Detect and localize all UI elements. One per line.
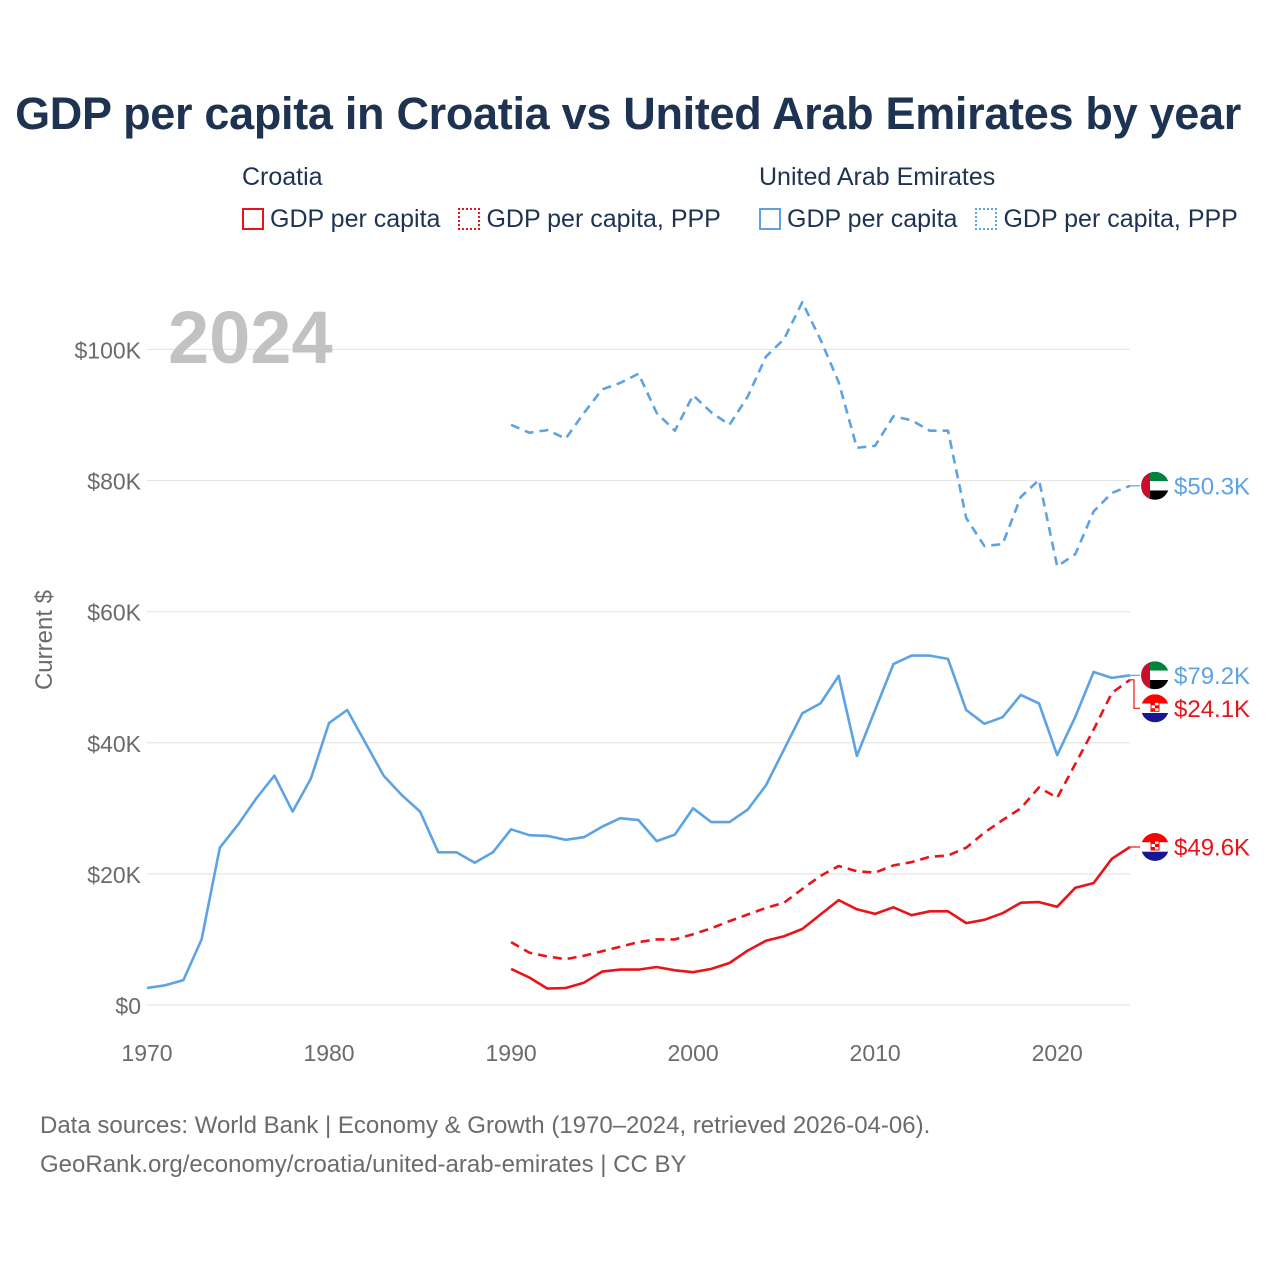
legend-swatch-solid-blue [759,208,781,230]
legend-swatch-dotted-blue [975,208,998,230]
legend-croatia-gdp[interactable]: GDP per capita [242,205,440,234]
series-line-croatia-solid[interactable] [510,845,1131,990]
legend-uae: United Arab Emirates GDP per capita GDP … [759,160,1238,236]
legend-swatch-dotted-red [458,208,481,230]
legend-label: GDP per capita [787,204,958,233]
x-tick-label: 2010 [850,1040,901,1066]
y-tick-label: $0 [115,993,141,1019]
legend-croatia: Croatia GDP per capita GDP per capita, P… [242,160,721,236]
y-axis-label: Current $ [31,590,58,690]
line-chart: $0 $20K $40K $60K $80K $100K 1970 1980 1990 2000 2… [31,296,1250,1066]
legend-label: GDP per capita [270,204,441,233]
x-tick-label: 1980 [303,1040,354,1066]
legend-uae-name: United Arab Emirates [759,163,996,191]
legend-croatia-name: Croatia [242,163,323,191]
legend-croatia-gdp-ppp[interactable]: GDP per capita, PPP [458,204,721,234]
year-watermark: 2024 [168,296,333,379]
y-tick-label: $80K [87,469,141,495]
y-tick-label: $20K [87,862,141,888]
x-tick-label: 2000 [668,1040,719,1066]
croatia-flag-icon [1141,833,1169,861]
legend-uae-gdp[interactable]: GDP per capita [759,205,957,234]
legend-label: GDP per capita, PPP [1003,204,1238,233]
x-tick-label: 1970 [121,1040,172,1066]
series-layer [146,300,1131,990]
footer-sources: Data sources: World Bank | Economy & Gro… [40,1112,931,1139]
legend-swatch-solid-red [242,208,264,230]
end-value-label: $24.1K [1174,696,1250,723]
grid-layer: $0 $20K $40K $60K $80K $100K 1970 1980 1990 2000 2… [74,337,1130,1066]
uae-flag-icon [1141,471,1169,500]
x-tick-label: 2020 [1032,1040,1083,1066]
x-tick-label: 1990 [485,1040,536,1066]
end-label-leader [1130,679,1140,709]
footer-url: GeoRank.org/economy/croatia/united-arab-… [40,1151,687,1178]
y-tick-label: $100K [74,337,141,363]
end-label-layer: $50.3K $79.2K $24.1K $49.6K [1130,471,1250,862]
y-tick-label: $60K [87,600,141,626]
croatia-flag-icon [1141,694,1169,723]
series-line-uae-dashed[interactable] [510,300,1131,568]
end-value-label: $79.2K [1174,663,1250,690]
chart-title: GDP per capita in Croatia vs United Arab… [15,88,1241,139]
end-value-label: $50.3K [1174,473,1250,500]
footer: Data sources: World Bank | Economy & Gro… [40,1106,930,1184]
series-line-uae-solid[interactable] [146,654,1131,990]
uae-flag-icon [1141,661,1169,690]
end-value-label: $49.6K [1174,835,1250,862]
y-tick-label: $40K [87,731,141,757]
legend-label: GDP per capita, PPP [486,204,721,233]
series-line-croatia-dashed[interactable] [510,678,1131,961]
legend-uae-gdp-ppp[interactable]: GDP per capita, PPP [975,204,1238,234]
